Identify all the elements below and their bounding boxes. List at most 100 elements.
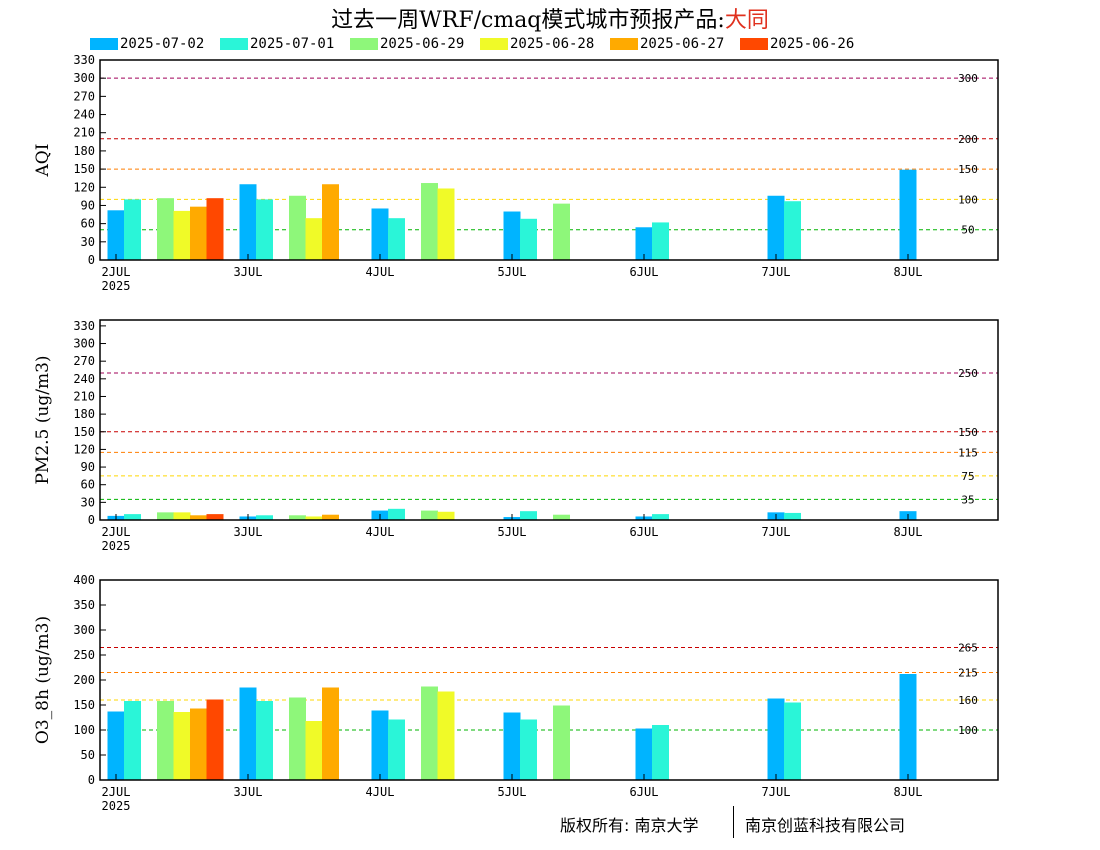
bar [305,721,323,780]
y-tick-label: 180 [73,144,95,158]
threshold-label: 215 [958,667,978,680]
x-tick-label: 2JUL [102,265,131,279]
bar [899,169,917,260]
bar [388,719,405,780]
x-tick-label: 3JUL [234,785,263,799]
legend-swatch [480,38,508,50]
copyright-company: 南京创蓝科技有限公司 [745,816,906,835]
x-tick-label: 6JUL [630,265,659,279]
plot-frame [99,59,999,261]
bar [190,206,207,260]
y-axis-label: O3_8h (ug/m3) [33,616,53,744]
y-tick-label: 300 [73,71,95,85]
threshold-label: 50 [961,224,974,237]
bar [107,711,125,780]
y-axis-label: AQI [33,144,53,178]
x-tick-label: 2JUL [102,525,131,539]
bar [421,510,438,520]
y-tick-label: 0 [88,253,95,267]
x-tick-label: 2JUL [102,785,131,799]
y-tick-label: 180 [73,407,95,421]
bar [173,210,191,260]
y-tick-label: 300 [73,623,95,637]
bar [157,701,174,780]
bar [437,188,455,260]
x-tick-label: 4JUL [366,785,395,799]
bar [652,725,669,780]
legend-swatch [90,38,118,50]
bar [190,708,207,780]
bar [635,728,653,780]
x-tick-label: 7JUL [762,265,791,279]
y-tick-label: 60 [81,478,95,492]
chart-panel-2: 250 150 115 75 35 0 30 60 90 120 150 180 210 240 270 30… [33,319,999,553]
bar [503,712,521,780]
bar [256,515,273,520]
y-tick-label: 150 [73,162,95,176]
legend-label: 2025-06-26 [770,36,855,52]
x-tick-label: 8JUL [894,265,923,279]
y-tick-label: 0 [88,773,95,787]
x-tick-label: 6JUL [630,785,659,799]
y-tick-label: 50 [81,748,95,762]
x-tick-label: 7JUL [762,525,791,539]
bar [322,184,339,260]
y-tick-label: 90 [81,460,95,474]
x-tick-label: 5JUL [498,785,527,799]
threshold-label: 35 [961,493,974,506]
y-tick-label: 0 [88,513,95,527]
y-tick-label: 60 [81,217,95,231]
legend-label: 2025-07-02 [120,36,205,52]
y-tick-label: 120 [73,180,95,194]
bar [206,699,224,780]
bar [371,710,389,780]
copyright-owner: 版权所有: 南京大学 [560,816,699,835]
chart-panel-3: 265 215 160 100 0 50 100 150 200 250 300 350 400 2JUL… [33,573,999,813]
bar [289,697,306,780]
x-tick-label: 4JUL [366,265,395,279]
bar [388,508,405,520]
bar [107,210,125,260]
y-tick-label: 240 [73,108,95,122]
x-year-label: 2025 [102,539,131,553]
y-tick-label: 90 [81,198,95,212]
x-year-label: 2025 [102,279,131,293]
bar [256,701,273,780]
bar [256,199,273,260]
bar [239,184,257,260]
bar [784,201,801,260]
bar [553,705,570,780]
bar [784,702,801,780]
bar [520,719,537,780]
bar [206,198,224,260]
chart-panel-1: 300 200 150 100 50 0 30 60 90 120 150 180 210 240 270 3… [33,53,999,293]
bar [520,218,537,260]
y-tick-label: 300 [73,337,95,351]
bar [553,514,570,520]
y-tick-label: 210 [73,389,95,403]
bar [173,512,191,520]
bar [173,712,191,780]
title-city: 大同 [724,8,769,33]
bar [503,211,521,260]
legend-label: 2025-06-28 [510,36,595,52]
y-tick-label: 270 [73,354,95,368]
bar [388,218,405,260]
bar [305,218,323,260]
bar [190,515,207,520]
legend-swatch [740,38,768,50]
plot-frame [99,579,999,781]
x-year-label: 2025 [102,799,131,813]
x-tick-label: 3JUL [234,265,263,279]
bar [124,701,141,780]
bar [124,199,141,260]
bar [421,686,438,780]
threshold-label: 300 [958,72,978,85]
y-axis-label: PM2.5 (ug/m3) [33,355,53,484]
y-tick-label: 270 [73,89,95,103]
threshold-label: 100 [958,193,978,206]
bar [553,203,570,260]
threshold-label: 115 [958,446,978,459]
x-tick-label: 5JUL [498,265,527,279]
title-main: 过去一周WRF/cmaq模式城市预报产品: [331,8,725,33]
